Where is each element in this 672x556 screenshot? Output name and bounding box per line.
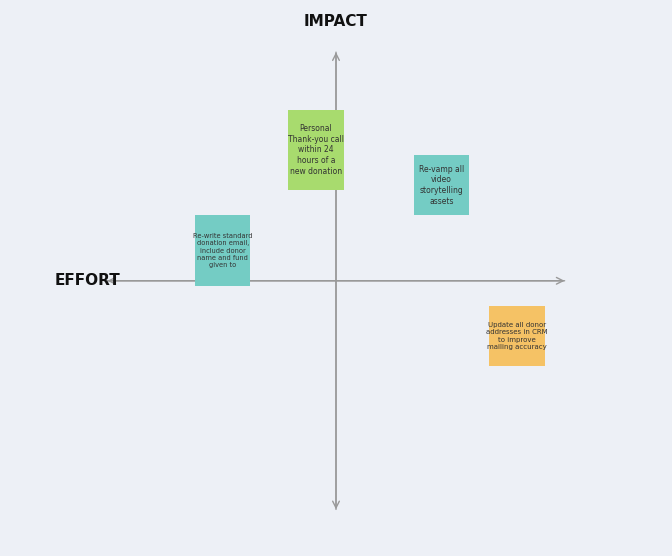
- Text: Personal
Thank-you call
within 24
hours of a
new donation: Personal Thank-you call within 24 hours …: [288, 124, 344, 176]
- FancyBboxPatch shape: [489, 306, 545, 366]
- FancyBboxPatch shape: [414, 155, 469, 215]
- Text: Update all donor
addresses in CRM
to improve
mailing accuracy: Update all donor addresses in CRM to imp…: [487, 322, 548, 350]
- Text: EFFORT: EFFORT: [54, 274, 120, 288]
- FancyBboxPatch shape: [195, 215, 251, 286]
- FancyBboxPatch shape: [288, 110, 343, 190]
- Text: Re-vamp all
video
storytelling
assets: Re-vamp all video storytelling assets: [419, 165, 464, 206]
- Text: Re-write standard
donation email,
include donor
name and fund
given to: Re-write standard donation email, includ…: [193, 233, 253, 268]
- Text: IMPACT: IMPACT: [304, 14, 368, 29]
